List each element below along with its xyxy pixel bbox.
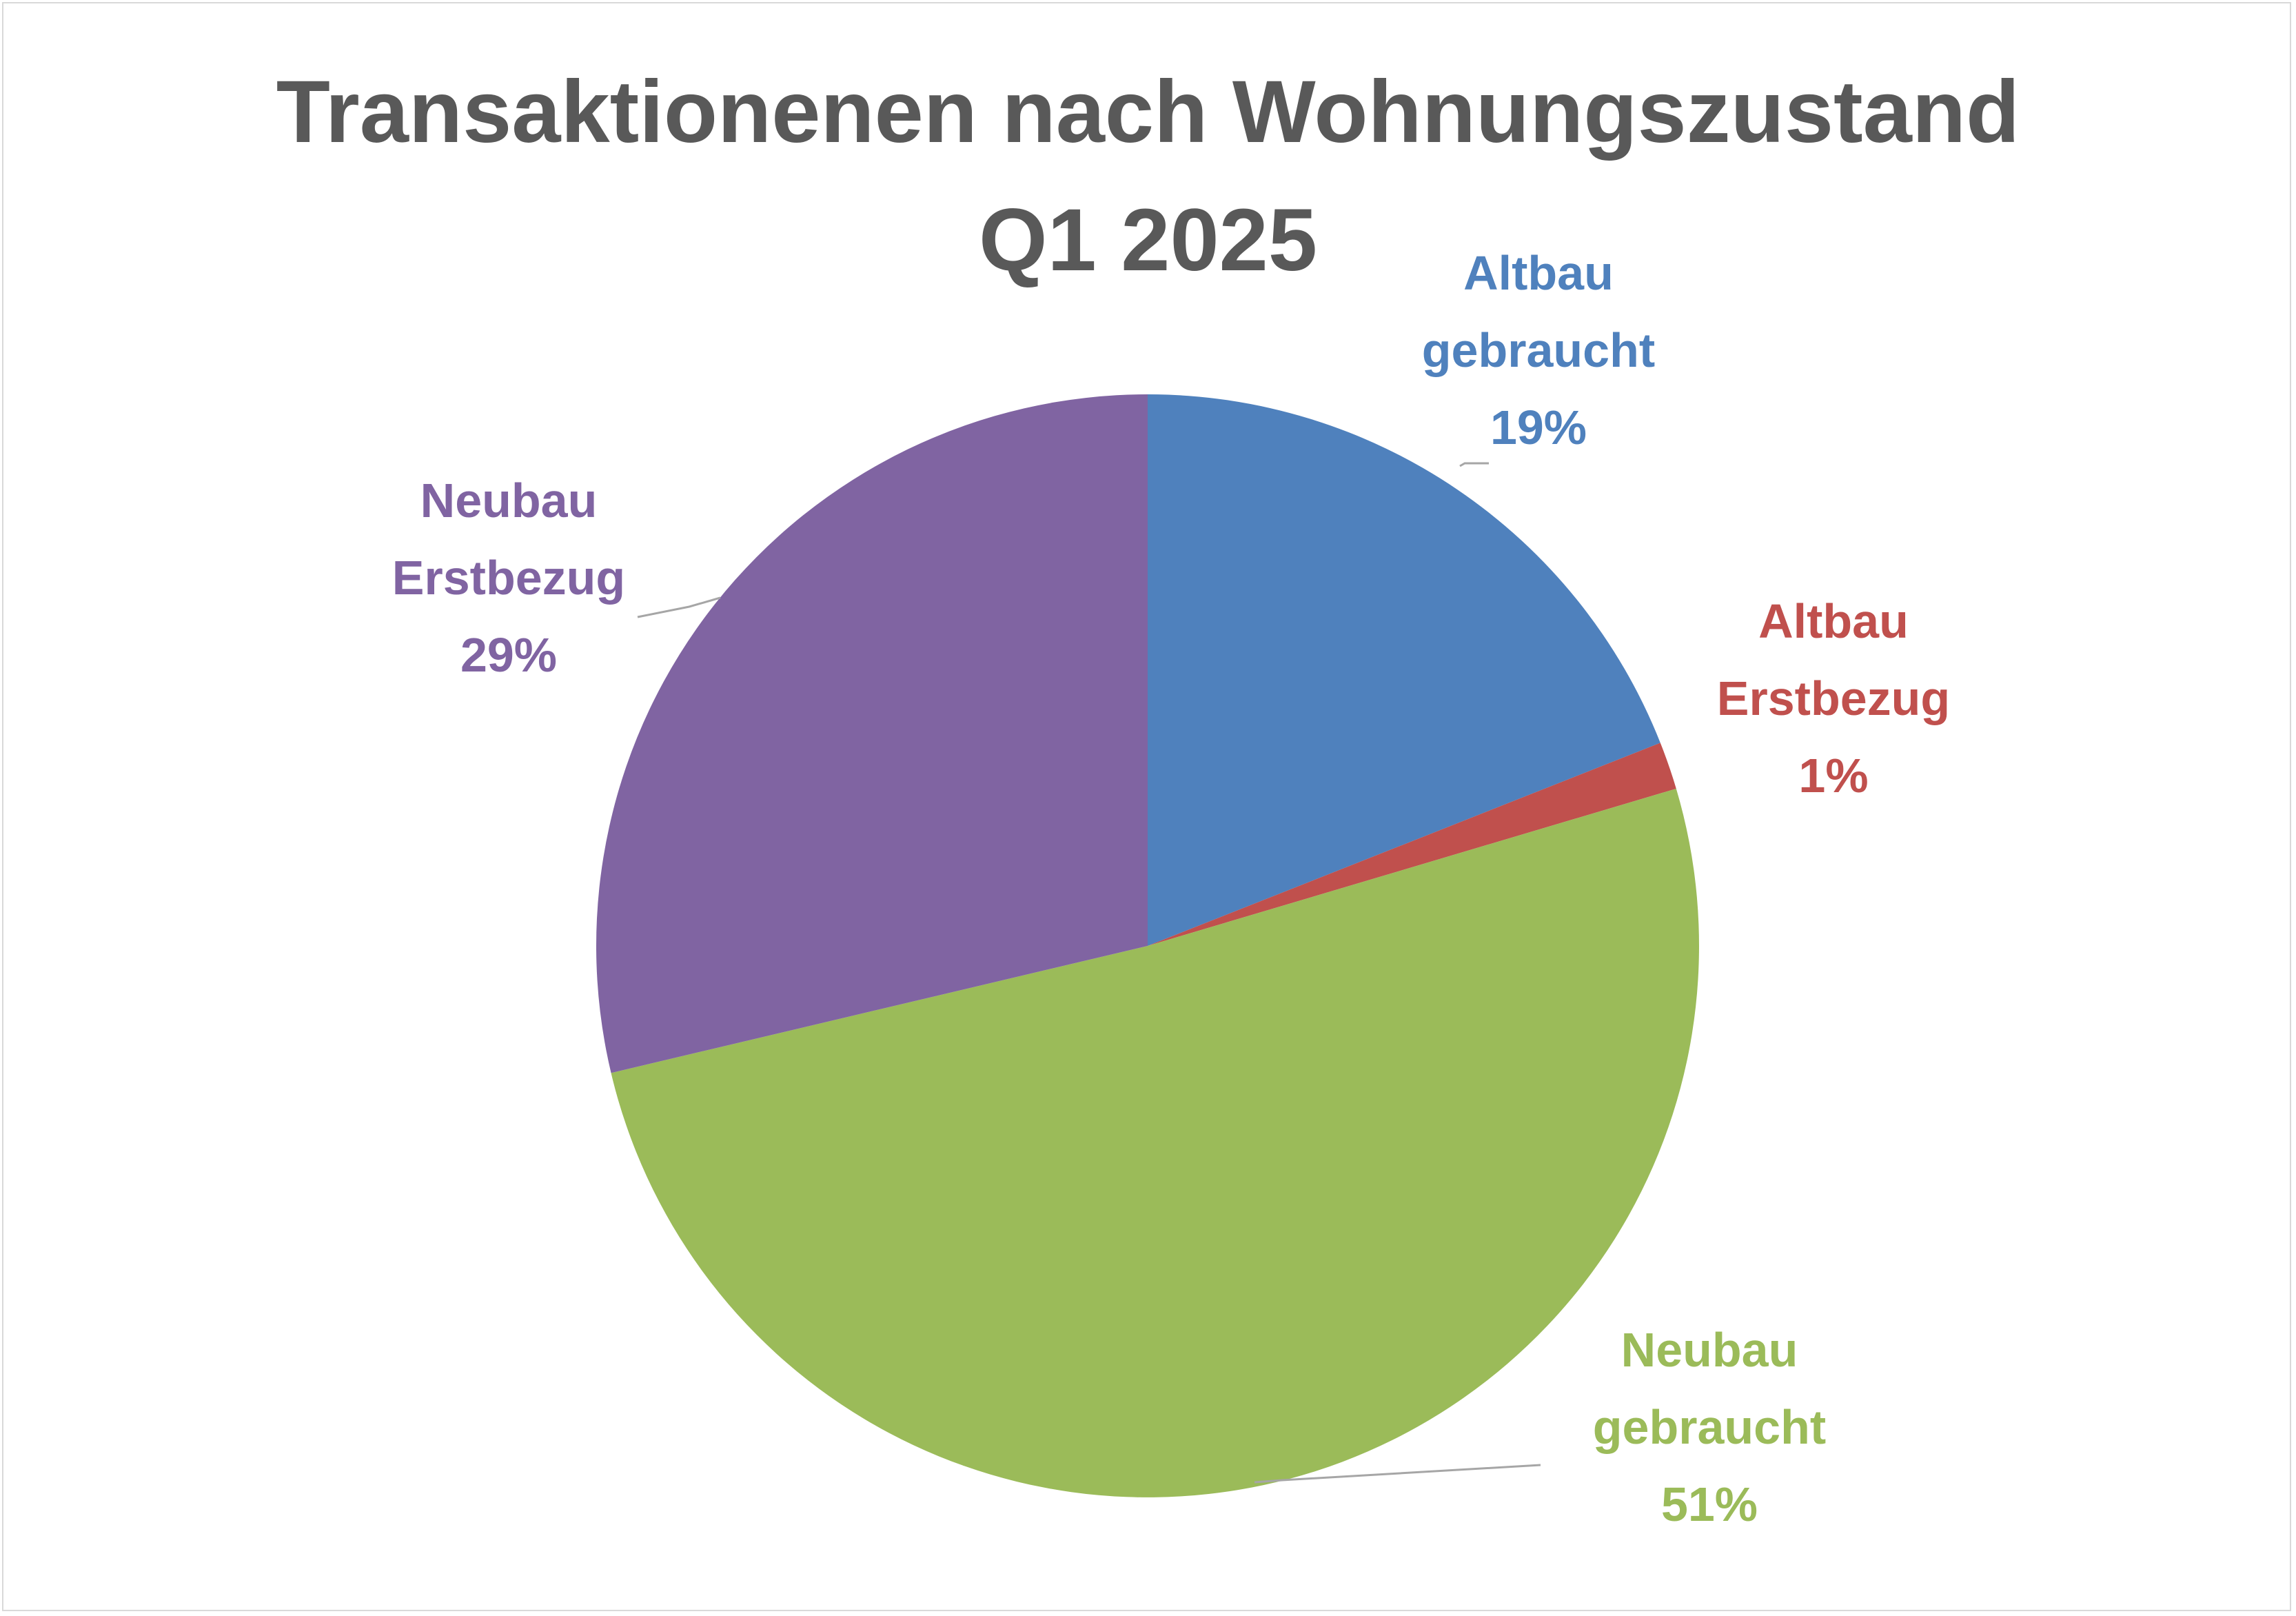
data-label-category: Erstbezug [392,551,625,605]
data-label-category: Altbau [1758,594,1909,648]
pie-slice-neubau-gebraucht [611,788,1699,1497]
data-label-category: Neubau [1621,1323,1798,1377]
data-label-value: 51% [1661,1477,1758,1531]
data-label-altbau-erstbezug: Altbau Erstbezug 1% [1717,594,1950,802]
data-label-value: 29% [460,628,557,682]
data-label-category: Altbau [1463,246,1614,300]
data-label-value: 19% [1490,401,1587,454]
data-label-category: gebraucht [1593,1400,1826,1454]
data-labels: Altbau gebraucht 19% Altbau Erstbezug 1% Neuba… [392,246,1950,1531]
data-label-altbau-gebraucht: Altbau gebraucht 19% [1422,246,1655,454]
chart-title-line-1: Transaktionenen nach Wohnungszustand [276,63,2020,161]
leader-line-altbau-gebraucht [1459,462,1489,467]
data-label-neubau-gebraucht: Neubau gebraucht 51% [1593,1323,1826,1531]
pie-slices [596,394,1699,1497]
leader-line-neubau-gebraucht [1254,1464,1541,1484]
pie-slice-altbau-erstbezug [1148,743,1676,946]
chart-title-line-2: Q1 2025 [978,191,1318,290]
leader-line-neubau-erstbezug [637,596,721,618]
pie-slice-altbau-gebraucht [1148,394,1660,946]
data-label-category: Neubau [420,474,598,527]
leader-lines [637,462,1541,1484]
data-label-category: Erstbezug [1717,671,1950,725]
data-label-category: gebraucht [1422,323,1655,377]
chart-title: Transaktionenen nach Wohnungszustand Q1 … [0,48,2296,305]
data-label-neubau-erstbezug: Neubau Erstbezug 29% [392,474,625,682]
data-label-value: 1% [1798,749,1868,802]
pie-slice-neubau-erstbezug [596,394,1148,1073]
